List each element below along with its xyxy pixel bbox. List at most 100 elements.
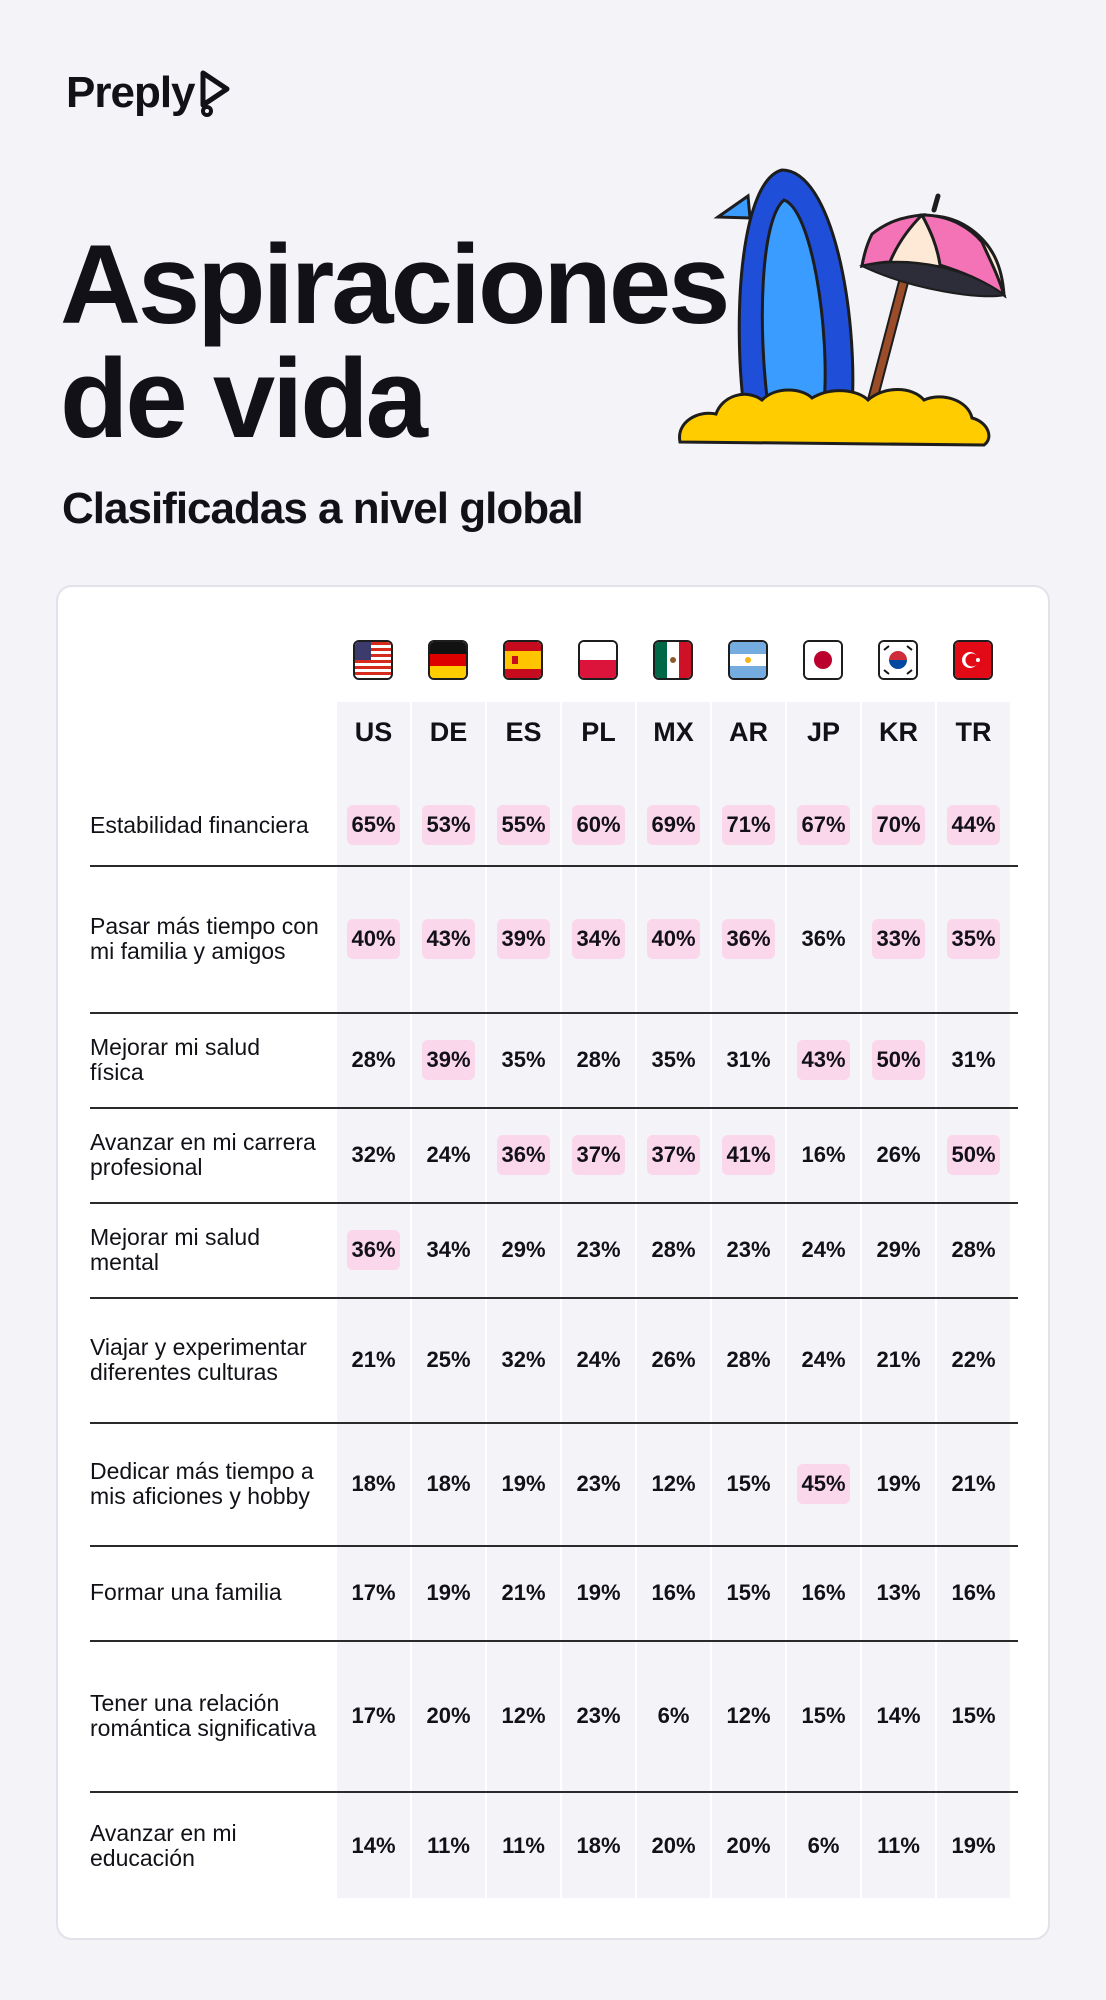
value-text: 36% [722,918,775,959]
table-cell-value: 6% [637,1696,710,1736]
value-text: 18% [426,1470,471,1496]
country-code: US [354,717,393,747]
row-divider [90,1422,1018,1424]
table-cell-value: 34% [412,1230,485,1270]
table-cell-value: 24% [787,1340,860,1380]
page-title: Aspiraciones de vida [60,222,730,461]
value-text: 12% [651,1470,696,1496]
table-cell-value: 26% [862,1135,935,1175]
table-cell-value: 60% [562,805,635,845]
table-cell-value: 23% [562,1696,635,1736]
value-text: 31% [951,1046,996,1072]
value-text: 15% [801,1702,846,1728]
table-cell-value: 34% [562,918,635,959]
value-text: 29% [876,1236,921,1262]
table-cell-value: 11% [487,1826,560,1866]
value-text: 16% [801,1579,846,1605]
value-text: 18% [576,1833,621,1858]
table-cell-value: 39% [487,918,560,959]
table-cell-value: 67% [787,805,860,845]
table-cell-value: 11% [862,1826,935,1866]
value-text: 44% [947,805,1000,845]
table-cell-value: 36% [337,1229,410,1270]
page-subtitle: Clasificadas a nivel global [62,484,584,533]
table-cell-value: 33% [862,918,935,959]
table-cell-value: 40% [637,918,710,959]
row-label: Tener una relación romántica significati… [90,1689,317,1741]
value-text: 26% [876,1141,921,1167]
table-cell-value: 31% [712,1040,785,1080]
row-label: Avanzar en mi educación [90,1820,237,1871]
row-divider [90,1107,1018,1109]
table-cell-value: 16% [637,1573,710,1613]
table-cell-value: 36% [712,918,785,959]
row-divider [90,1545,1018,1547]
table-cell-value: 15% [787,1696,860,1736]
value-text: 24% [801,1236,846,1262]
brand-name: Preply [66,68,196,117]
table-cell-value: 55% [487,805,560,845]
value-text: 17% [351,1702,396,1728]
value-text: 40% [347,918,400,959]
table-cell-value: 20% [412,1696,485,1736]
value-text: 12% [726,1702,771,1728]
table-cell-value: 35% [487,1040,560,1080]
table-cell-value: 24% [412,1135,485,1175]
value-text: 39% [497,918,550,959]
row-label: Mejorar mi salud física [90,1033,260,1085]
country-code: KR [879,717,918,747]
value-text: 34% [572,918,625,959]
value-text: 20% [426,1702,471,1728]
value-text: 43% [422,918,475,959]
table-cell-value: 13% [862,1573,935,1613]
table-cell-value: 19% [937,1826,1010,1866]
kr-flag-icon [878,640,918,680]
table-cell-value: 53% [412,805,485,845]
value-text: 33% [872,918,925,959]
table-cell-value: 28% [937,1230,1010,1270]
table-cell-value: 32% [337,1135,410,1175]
table-cell-value: 16% [787,1135,860,1175]
preply-logo: Preply [66,68,233,118]
table-cell-value: 15% [712,1464,785,1504]
table-cell-value: 41% [712,1134,785,1175]
table-cell-value: 36% [787,919,860,959]
value-text: 71% [722,805,775,845]
table-cell-value: 40% [337,918,410,959]
es-flag-icon [503,640,543,680]
value-text: 20% [726,1833,771,1858]
us-flag-icon [353,640,393,680]
value-text: 15% [726,1470,771,1496]
value-text: 32% [501,1346,546,1372]
row-divider [90,1640,1018,1642]
row-label: Dedicar más tiempo a mis aficiones y hob… [90,1457,314,1509]
table-cell-value: 35% [637,1040,710,1080]
value-text: 67% [797,805,850,845]
value-text: 15% [726,1579,771,1605]
table-cell-value: 17% [337,1696,410,1736]
value-text: 19% [876,1470,921,1496]
value-text: 28% [351,1046,396,1072]
table-cell-value: 39% [412,1039,485,1080]
value-text: 65% [347,805,400,845]
value-text: 23% [576,1702,621,1728]
table-cell-value: 28% [637,1230,710,1270]
value-text: 69% [647,805,700,845]
value-text: 36% [347,1229,400,1270]
country-code: JP [806,717,841,747]
value-text: 19% [426,1579,471,1605]
value-text: 23% [726,1236,771,1262]
table-cell-value: 65% [337,805,410,845]
value-text: 6% [657,1702,690,1728]
table-cell-value: 23% [562,1230,635,1270]
row-divider [90,1202,1018,1204]
value-text: 28% [726,1346,771,1372]
table-cell-value: 43% [412,918,485,959]
table-cell-value: 18% [412,1464,485,1504]
table-cell-value: 25% [412,1340,485,1380]
preply-logo-icon [200,70,230,117]
value-text: 50% [947,1134,1000,1175]
value-text: 31% [726,1046,771,1072]
value-text: 28% [951,1236,996,1262]
table-cell-value: 28% [337,1040,410,1080]
